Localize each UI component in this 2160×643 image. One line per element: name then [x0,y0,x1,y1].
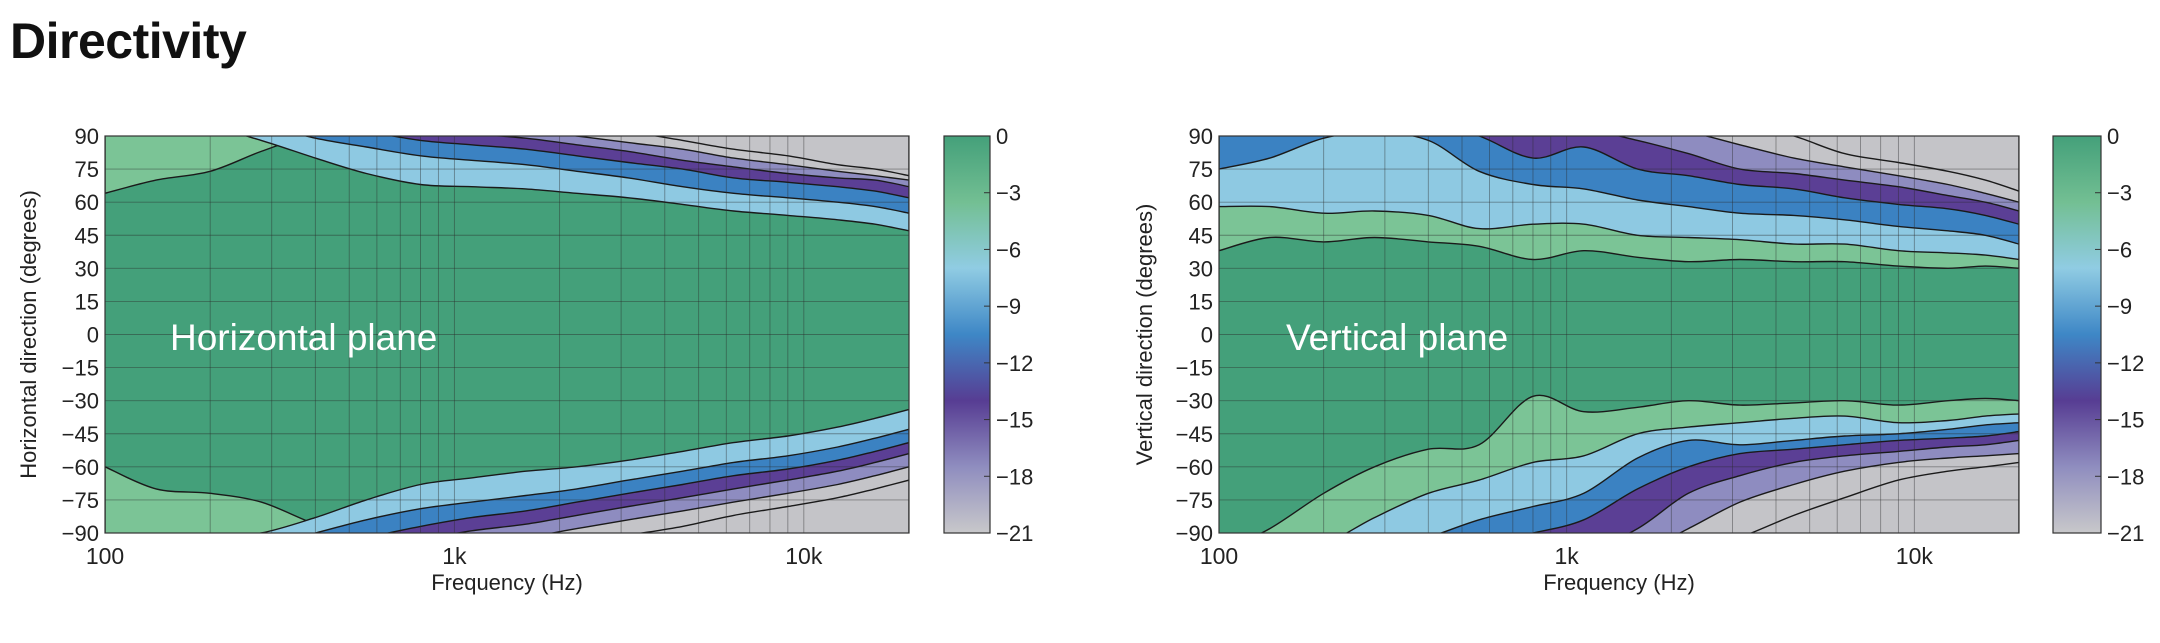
colorbar-tick-label: −9 [996,294,1021,319]
contour-band-upper--21db [651,136,909,177]
y-tick-label: 15 [75,289,99,314]
colorbar-tick-label: −21 [2107,521,2144,546]
y-tick-label: −30 [1176,389,1213,414]
y-tick-label: −75 [1176,488,1213,513]
colorbar-tick-label: 0 [996,124,1008,149]
plot-frame [104,135,910,534]
y-tick-label: 75 [75,157,99,182]
contour-band-upper--21db [1791,136,2019,192]
x-tick-label: 1k [1555,543,1580,569]
y-axis-title: Vertical direction (degrees) [1132,204,1157,466]
y-tick-label: 15 [1189,289,1213,314]
y-tick-label: −15 [62,356,99,381]
colorbar-tick-label: −3 [996,181,1021,206]
y-tick-label: 45 [75,223,99,248]
plane-label: Horizontal plane [170,317,437,358]
y-tick-label: −90 [62,521,99,546]
y-tick-label: −90 [1176,521,1213,546]
x-tick-label: 10k [1896,543,1934,569]
x-tick-label: 10k [785,543,823,569]
y-tick-label: 0 [87,323,99,348]
colorbar-tick-label: −6 [2107,237,2132,262]
colorbar-tick-label: −18 [2107,464,2144,489]
colorbar-tick-label: −12 [2107,351,2144,376]
page-title: Directivity [10,13,247,69]
colorbar-tick-label: −6 [996,237,1021,262]
x-axis-title: Frequency (Hz) [1543,570,1695,595]
y-tick-label: 30 [75,256,99,281]
colorbar-tick-label: −15 [996,408,1033,433]
y-tick-label: 60 [75,190,99,215]
colorbar-tick-label: −15 [2107,408,2144,433]
contour-band-upper--3db [105,136,310,195]
contour-band-lower--21db [637,479,909,533]
y-tick-label: −75 [62,488,99,513]
y-tick-label: −60 [62,455,99,480]
colorbar-tick-label: −3 [2107,181,2132,206]
y-axis-title: Horizontal direction (degrees) [16,190,41,479]
contour-band-lower--3db [105,466,343,533]
y-tick-label: 60 [1189,190,1213,215]
directivity-chart-vertical: Vertical plane9075604530150−15−30−45−60−… [1132,124,2144,595]
y-tick-label: −45 [62,422,99,447]
y-tick-label: −30 [62,389,99,414]
colorbar-tick-label: −12 [996,351,1033,376]
colorbar-tick-label: −21 [996,521,1033,546]
x-axis-title: Frequency (Hz) [431,570,583,595]
y-tick-label: 90 [75,124,99,149]
x-tick-label: 100 [1200,543,1238,569]
x-tick-label: 100 [86,543,124,569]
colorbar-tick-label: −9 [2107,294,2132,319]
colorbar-tick-label: −18 [996,464,1033,489]
y-tick-label: 45 [1189,223,1213,248]
x-tick-label: 1k [442,543,467,569]
y-tick-label: 30 [1189,256,1213,281]
colorbar [2052,135,2102,534]
plane-label: Vertical plane [1286,317,1508,358]
colorbar [943,135,991,534]
y-tick-label: 90 [1189,124,1213,149]
y-tick-label: −15 [1176,356,1213,381]
y-tick-label: 0 [1201,323,1213,348]
contour-band-lower--21db [1749,461,2019,533]
y-tick-label: −60 [1176,455,1213,480]
directivity-chart-horizontal: Horizontal plane9075604530150−15−30−45−6… [16,124,1033,595]
plot-frame [1218,135,2020,534]
y-tick-label: −45 [1176,422,1213,447]
colorbar-tick-label: 0 [2107,124,2119,149]
y-tick-label: 75 [1189,157,1213,182]
